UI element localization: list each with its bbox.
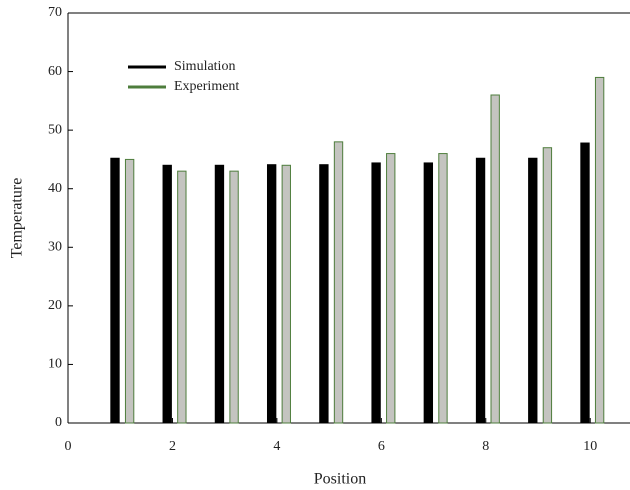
y-tick-label: 60: [48, 64, 62, 79]
x-tick-label: 0: [65, 439, 72, 454]
y-tick-label: 0: [55, 415, 62, 430]
legend-label: Simulation: [174, 59, 235, 74]
bar: [281, 164, 291, 424]
bar: [371, 162, 381, 424]
bar: [229, 170, 239, 424]
bar: [177, 170, 187, 424]
legend-label: Experiment: [174, 79, 239, 94]
bar: [594, 76, 605, 424]
x-tick-label: 2: [169, 439, 176, 454]
bar: [542, 147, 553, 424]
x-axis-label: Position: [314, 471, 366, 488]
y-tick-label: 50: [48, 122, 62, 137]
bar: [319, 164, 329, 424]
x-tick-label: 6: [378, 439, 385, 454]
bar: [333, 141, 344, 424]
x-tick-label: 4: [273, 439, 280, 454]
bar: [214, 164, 225, 424]
bar: [580, 142, 590, 424]
bar: [423, 162, 434, 424]
bar: [528, 157, 538, 424]
y-axis-label: Temperature: [9, 178, 26, 259]
x-tick-label: 10: [583, 439, 597, 454]
bar: [162, 164, 172, 424]
bar: [490, 94, 500, 424]
y-tick-label: 30: [48, 240, 62, 255]
bar: [475, 157, 486, 424]
bar: [266, 164, 277, 424]
y-tick-label: 40: [48, 181, 62, 196]
y-tick-label: 10: [48, 357, 62, 372]
bar: [124, 158, 135, 424]
y-tick-label: 70: [48, 5, 62, 20]
x-tick-label: 8: [482, 439, 489, 454]
bar: [438, 153, 448, 424]
y-tick-label: 20: [48, 298, 62, 313]
bar: [386, 153, 396, 424]
bar: [110, 157, 120, 424]
